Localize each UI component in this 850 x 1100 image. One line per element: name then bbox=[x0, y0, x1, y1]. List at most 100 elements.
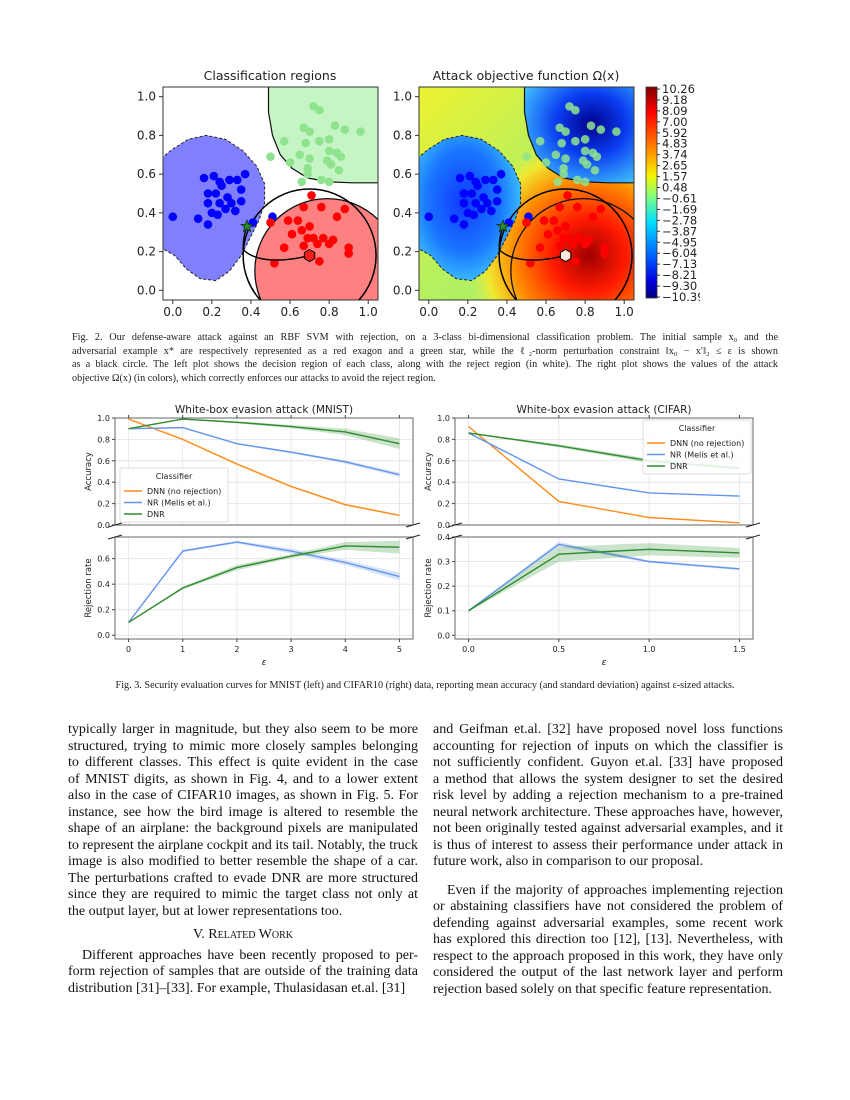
data-point bbox=[541, 158, 551, 167]
data-point bbox=[553, 177, 563, 187]
text-line: not sufficiently confident. Guyon et.al.… bbox=[433, 755, 783, 770]
text-line: structured, trying to mimic more closely… bbox=[68, 738, 418, 754]
y-tick-label: 0.6 bbox=[437, 457, 450, 466]
std-band bbox=[468, 432, 740, 470]
data-point bbox=[459, 189, 469, 198]
data-point bbox=[324, 177, 334, 187]
data-point bbox=[283, 216, 293, 225]
y-tick-label: 0.2 bbox=[437, 582, 450, 591]
x-tick-label: 1.0 bbox=[615, 305, 634, 319]
text-line: not been originally tested against adver… bbox=[433, 821, 783, 836]
legend-entry: NR (Melis et al.) bbox=[147, 499, 211, 508]
y-tick-label: 0.4 bbox=[137, 206, 156, 220]
legend-entry: NR (Melis et al.) bbox=[670, 451, 734, 460]
y-tick-label: 0.2 bbox=[437, 500, 450, 509]
data-point bbox=[332, 212, 342, 222]
x-tick-label: 0.8 bbox=[576, 305, 595, 319]
data-point bbox=[307, 191, 316, 200]
data-point bbox=[612, 127, 621, 136]
data-point bbox=[592, 152, 602, 162]
text-line: to represent the airplane cockpit and it… bbox=[68, 837, 418, 853]
text-line: The perturbations crafted to evade DNR a… bbox=[68, 870, 418, 886]
data-point bbox=[492, 196, 502, 206]
data-point bbox=[344, 249, 353, 258]
data-point bbox=[334, 165, 344, 175]
data-point bbox=[574, 233, 584, 243]
data-point bbox=[522, 218, 531, 227]
x-tick-label: 0.6 bbox=[536, 305, 555, 319]
data-point bbox=[571, 105, 580, 115]
y-axis-label: Rejection rate bbox=[84, 558, 94, 617]
x-tick-label: 0.2 bbox=[458, 305, 477, 319]
data-point bbox=[569, 239, 578, 249]
x-tick-label: 1.0 bbox=[359, 305, 378, 319]
data-point bbox=[535, 243, 545, 253]
data-point bbox=[561, 154, 570, 163]
legend-title: Classifier bbox=[679, 424, 716, 433]
y-tick-label: 0.8 bbox=[97, 435, 110, 444]
data-point bbox=[588, 212, 598, 222]
text-line: risk level by adding a rejection mechani… bbox=[433, 788, 783, 803]
text-line: since they are required to mimic the tar… bbox=[68, 887, 418, 902]
data-point bbox=[295, 150, 305, 160]
x-tick-label: 0.6 bbox=[280, 305, 299, 319]
data-point bbox=[285, 158, 295, 167]
x-tick-label: 5 bbox=[397, 645, 402, 654]
data-point bbox=[459, 198, 469, 208]
colorbar bbox=[645, 86, 658, 299]
x-tick-label: 0 bbox=[126, 645, 131, 654]
initial-sample-hexagon-icon bbox=[559, 248, 572, 263]
text-line: Different approaches have been recently … bbox=[82, 947, 418, 963]
data-point bbox=[580, 146, 590, 156]
y-tick-label: 0.0 bbox=[393, 283, 412, 297]
text-line: also in the case of CIFAR10 images, as s… bbox=[68, 788, 418, 803]
axes-frame bbox=[114, 536, 414, 640]
data-point bbox=[330, 121, 340, 131]
colorbar-tick-label: 8.09 bbox=[662, 104, 688, 118]
colorbar-tick-label: 9.18 bbox=[662, 93, 688, 107]
chart-title: White-box evasion attack (MNIST) bbox=[175, 404, 353, 416]
y-tick-label: 0.0 bbox=[437, 521, 450, 530]
data-point bbox=[596, 204, 606, 214]
caption-line: as a black circle. The left plot shows t… bbox=[72, 359, 778, 371]
blue-class-region bbox=[419, 134, 522, 282]
data-point bbox=[293, 216, 303, 225]
plot-title: Attack objective function Ω(x) bbox=[433, 68, 620, 83]
data-point bbox=[209, 171, 219, 181]
data-point bbox=[326, 160, 336, 169]
data-point bbox=[227, 198, 236, 208]
legend-entry: DNR bbox=[147, 510, 165, 519]
y-tick-label: 0.8 bbox=[137, 128, 156, 142]
caption-line: Fig. 2. Our defense-aware attack against… bbox=[72, 332, 778, 343]
colorbar-tick-label: 1.57 bbox=[662, 170, 688, 184]
data-point bbox=[496, 169, 506, 179]
text-line: and Geifman et.al. [32] have proposed no… bbox=[433, 722, 783, 737]
right-column: and Geifman et.al. [32] have proposed no… bbox=[433, 722, 783, 998]
axis-break-mark bbox=[447, 534, 463, 540]
data-point bbox=[236, 196, 246, 206]
x-tick-label: 0.4 bbox=[241, 305, 260, 319]
data-point bbox=[203, 189, 213, 198]
data-point bbox=[535, 136, 545, 146]
axes-frame bbox=[114, 417, 414, 526]
data-point bbox=[340, 125, 350, 134]
text-line: form rejection of samples that are outsi… bbox=[68, 964, 418, 979]
perturbation-constraint-circle bbox=[498, 188, 633, 300]
data-point bbox=[328, 235, 338, 245]
data-point bbox=[336, 152, 346, 162]
data-point bbox=[297, 225, 307, 235]
axes-frame bbox=[454, 417, 754, 526]
y-axis-label: Accuracy bbox=[424, 452, 434, 491]
std-band bbox=[468, 543, 740, 612]
data-point bbox=[340, 204, 350, 214]
data-point bbox=[522, 152, 531, 162]
section-heading: V. Related Work bbox=[193, 927, 293, 942]
text-line: respect to the approach proposed in this… bbox=[433, 948, 783, 964]
legend: Classifier DNN (no rejection) NR (Melis et… bbox=[642, 419, 752, 475]
x-tick-label: 4 bbox=[343, 645, 348, 654]
data-point bbox=[299, 202, 309, 212]
x-tick-label: 0.5 bbox=[552, 645, 565, 654]
data-point bbox=[424, 212, 434, 222]
data-point bbox=[193, 214, 203, 223]
axis-break-mark bbox=[745, 534, 760, 540]
